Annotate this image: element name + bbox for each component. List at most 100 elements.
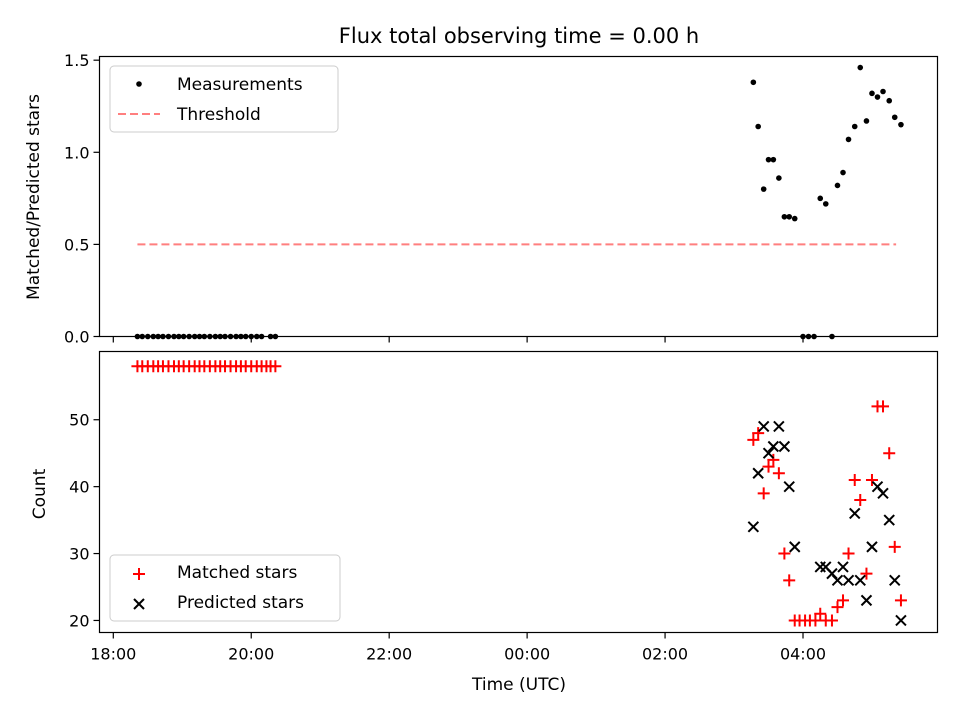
predicted-star-point (842, 574, 855, 587)
matched-star-point (877, 400, 890, 413)
ratio-legend: Measurements Threshold (109, 65, 339, 133)
counts-panel: 18:00 20:00 22:00 00:00 02:00 04:00 20 30 40 50 C… (30, 350, 939, 695)
predicted-star-point (778, 440, 791, 453)
matched-star-point (747, 433, 760, 446)
measurement-point (750, 79, 757, 86)
predicted-star-point (860, 594, 873, 607)
counts-legend-box (109, 554, 341, 622)
matched-star-point (837, 594, 850, 607)
predicted-star-point (747, 521, 760, 533)
matched-star-point (842, 547, 855, 560)
measurement-point (765, 156, 772, 163)
predicted-star-point (762, 447, 775, 459)
measurement-point (880, 88, 886, 95)
y-tick-label: 0.0 (64, 328, 89, 347)
x-tick-label: 00:00 (504, 645, 550, 664)
chart-title: Flux total observing time = 0.00 h (339, 24, 699, 48)
legend-measurements-label: Measurements (177, 75, 303, 95)
y-tick-label: 1.5 (64, 51, 89, 70)
ratio-legend-box (109, 65, 339, 133)
x-tick-label: 18:00 (90, 645, 136, 664)
measurement-point (891, 114, 898, 121)
predicted-star-point (814, 561, 826, 573)
y-tick-label: 40 (69, 478, 89, 497)
legend-matched-label: Matched stars (177, 563, 297, 583)
y-tick-label: 1.0 (64, 143, 89, 162)
matched-star-point (269, 360, 282, 373)
measurement-point (770, 156, 777, 163)
measurement-point (874, 94, 881, 100)
matched-star-point (860, 567, 873, 580)
measurement-point (898, 121, 904, 128)
measurement-point (817, 195, 824, 202)
predicted-star-point (877, 487, 889, 500)
measurement-point (840, 169, 846, 176)
y-tick-label: 50 (69, 411, 89, 430)
matched-star-point (831, 601, 844, 614)
matched-star-point (757, 487, 770, 500)
predicted-star-point (773, 420, 785, 433)
matched-star-point (783, 574, 796, 587)
legend-predicted-marker (133, 598, 145, 610)
matched-star-point (894, 594, 907, 607)
counts-panel-frame (98, 350, 939, 634)
measurement-point (786, 213, 793, 220)
matched-star-point (772, 467, 785, 480)
predicted-star-point (757, 420, 770, 433)
y-tick-label: 20 (69, 611, 89, 630)
measurement-point (886, 97, 893, 104)
measurement-point (863, 118, 870, 124)
measurement-point (851, 123, 858, 130)
predicted-star-point (895, 614, 907, 627)
ratio-panel: 0.0 0.5 1.0 1.5 Matched/Predicted stars Mea… (24, 51, 939, 347)
predicted-star-point (849, 507, 861, 520)
measurement-point (760, 186, 767, 192)
legend-predicted-label: Predicted stars (177, 593, 304, 613)
matched-star-point (767, 453, 780, 466)
predicted-star-point (866, 541, 878, 553)
x-tick-label: 20:00 (228, 645, 274, 664)
matched-star-point (762, 460, 775, 473)
y-tick-label: 0.5 (64, 235, 89, 254)
measurement-point (845, 136, 852, 143)
measurement-point (776, 175, 782, 181)
matched-star-point (752, 427, 765, 440)
predicted-star-point (837, 561, 849, 573)
predicted-star-point (752, 467, 764, 479)
predicted-star-point (789, 541, 801, 553)
x-axis-label: Time (UTC) (471, 675, 566, 695)
predicted-star-point (883, 514, 895, 526)
predicted-star-point (783, 480, 795, 493)
matched-star-point (888, 540, 901, 553)
matched-star-point (825, 614, 838, 627)
measurement-point (791, 215, 798, 222)
matched-star-point (883, 447, 896, 460)
measurement-point (781, 213, 788, 220)
predicted-star-point (831, 574, 844, 587)
x-tick-label: 22:00 (366, 645, 412, 664)
ratio-panel-frame (98, 55, 939, 338)
matched-star-point (854, 494, 867, 507)
y-tick-label: 30 (69, 545, 89, 564)
x-tick-label: 02:00 (642, 645, 688, 664)
x-tick-label: 04:00 (780, 645, 826, 664)
measurement-point (822, 201, 829, 207)
predicted-star-point (767, 440, 780, 453)
legend-matched-marker (133, 568, 145, 580)
ratio-y-axis-label: Matched/Predicted stars (24, 94, 44, 300)
predicted-star-point (854, 574, 866, 587)
matched-star-point (814, 607, 827, 620)
measurement-point (834, 182, 841, 189)
matched-star-point (848, 473, 861, 486)
legend-measurements-marker (136, 81, 142, 87)
predicted-star-point (889, 574, 901, 587)
counts-y-axis-label: Count (30, 468, 50, 519)
legend-threshold-label: Threshold (176, 105, 261, 125)
counts-legend: Matched stars Predicted stars (109, 554, 341, 622)
measurement-point (857, 64, 864, 71)
matched-star-point (865, 473, 878, 486)
matched-star-point (809, 614, 822, 627)
measurement-point (755, 123, 761, 130)
measurement-point (869, 90, 875, 97)
